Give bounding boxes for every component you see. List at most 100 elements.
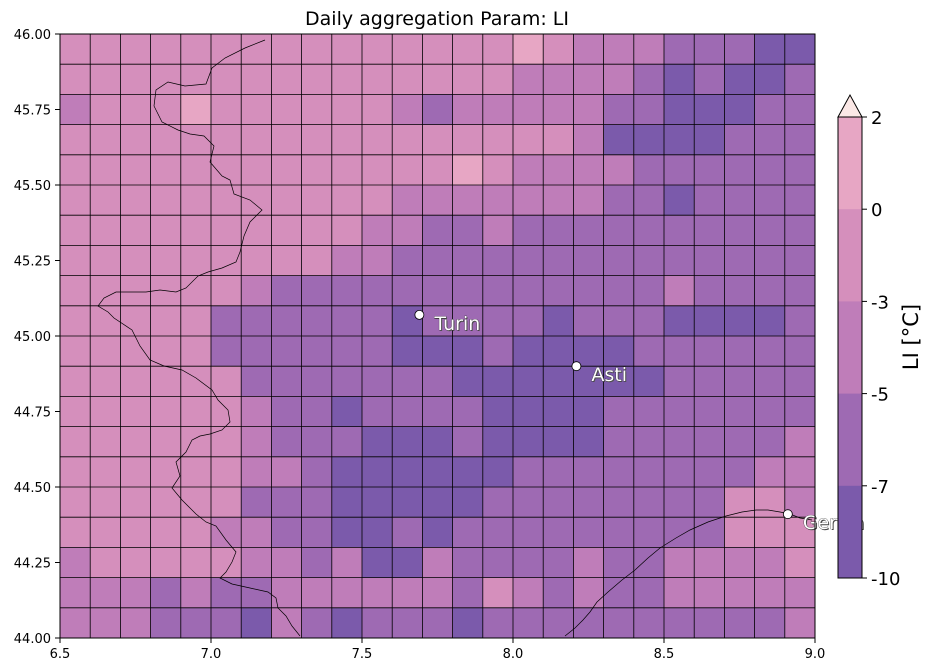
grid-cell xyxy=(633,275,665,307)
grid-cell xyxy=(211,154,242,186)
grid-cell xyxy=(211,396,242,428)
grid-cell xyxy=(482,94,514,126)
grid-cell xyxy=(452,215,484,246)
grid-cell xyxy=(331,94,363,126)
grid-cell xyxy=(573,305,605,337)
grid-cell xyxy=(573,366,605,397)
grid-cell xyxy=(754,487,786,518)
grid-cell xyxy=(694,215,725,246)
grid-cell xyxy=(301,366,333,397)
grid-cell xyxy=(392,34,423,65)
grid-cell xyxy=(482,426,514,458)
grid-cell xyxy=(664,34,695,65)
grid-cell xyxy=(211,64,242,95)
grid-cell xyxy=(694,487,725,518)
grid-cell xyxy=(664,154,695,186)
grid-cell xyxy=(543,547,574,579)
grid-cell xyxy=(90,456,121,488)
grid-cell xyxy=(362,275,393,307)
grid-cell xyxy=(331,456,363,488)
colorbar-extend-triangle xyxy=(837,93,863,118)
grid-cell xyxy=(633,577,665,609)
grid-cell xyxy=(573,456,605,488)
grid-cell xyxy=(120,185,152,216)
grid-cell xyxy=(90,547,121,579)
grid-cell xyxy=(513,305,544,337)
y-axis-ticks: 44.00 44.25 44.50 44.75 45.00 45.25 45.50 45.75… xyxy=(14,28,60,647)
grid-cell xyxy=(120,245,152,277)
grid-cell xyxy=(603,517,635,548)
grid-cell xyxy=(754,185,786,216)
grid-cell xyxy=(422,245,454,277)
grid-cell xyxy=(784,336,816,367)
grid-cell xyxy=(331,396,363,428)
grid-cell xyxy=(211,94,242,126)
grid-cell xyxy=(482,456,514,488)
grid-cell xyxy=(543,64,574,95)
grid-cell xyxy=(664,517,695,548)
grid-cell xyxy=(422,396,454,428)
grid-cell xyxy=(271,275,303,307)
city-marker xyxy=(782,509,793,520)
grid-cell xyxy=(513,185,544,216)
grid-cell xyxy=(392,487,423,518)
grid-cell xyxy=(452,34,484,65)
grid-cell xyxy=(633,396,665,428)
grid-cell xyxy=(573,275,605,307)
colorbar-swatch xyxy=(838,393,862,487)
grid-cell xyxy=(664,94,695,126)
grid-cell xyxy=(180,517,212,548)
grid-cell xyxy=(573,396,605,428)
grid-cell xyxy=(60,154,91,186)
grid-cell xyxy=(331,517,363,548)
grid-cell xyxy=(120,94,152,126)
city-label: Asti xyxy=(591,364,627,386)
grid-cell xyxy=(150,336,182,367)
grid-cell xyxy=(633,305,665,337)
grid-cell xyxy=(392,577,423,609)
grid-cell xyxy=(633,607,665,639)
grid-cell xyxy=(150,154,182,186)
grid-cell xyxy=(180,305,212,337)
grid-cell xyxy=(754,215,786,246)
grid-cell xyxy=(784,245,816,277)
grid-cell xyxy=(513,607,544,639)
x-axis-ticks: 6.5 7.0 7.5 8.0 8.5 9.0 xyxy=(50,638,825,662)
grid-cell xyxy=(754,607,786,639)
grid-cell xyxy=(211,275,242,307)
grid-cell xyxy=(60,94,91,126)
grid-cell xyxy=(452,426,484,458)
grid-cell xyxy=(754,94,786,126)
grid-cell xyxy=(150,396,182,428)
coastline xyxy=(564,509,813,637)
grid-cell xyxy=(573,34,605,65)
grid-cell xyxy=(543,607,574,639)
grid-cell xyxy=(513,94,544,126)
grid-cell xyxy=(362,336,393,367)
grid-cell xyxy=(271,456,303,488)
grid-cell xyxy=(362,517,393,548)
grid-cell xyxy=(694,517,725,548)
grid-cell xyxy=(120,517,152,548)
grid-cell xyxy=(211,426,242,458)
grid-cell xyxy=(60,185,91,216)
grid-cell xyxy=(633,34,665,65)
grid-cell xyxy=(422,487,454,518)
grid-cell xyxy=(60,64,91,95)
grid-cell xyxy=(513,34,544,65)
grid-cell xyxy=(331,275,363,307)
grid-cell xyxy=(452,487,484,518)
grid-cell xyxy=(362,245,393,277)
grid-cell xyxy=(754,336,786,367)
grid-cell xyxy=(331,124,363,156)
grid-cell xyxy=(573,426,605,458)
grid-cell xyxy=(120,577,152,609)
grid-cell xyxy=(392,245,423,277)
grid-cell xyxy=(150,124,182,156)
grid-cell xyxy=(211,607,242,639)
grid-cell xyxy=(211,215,242,246)
grid-cell xyxy=(392,124,423,156)
grid-cell xyxy=(482,336,514,367)
grid-cell xyxy=(633,64,665,95)
